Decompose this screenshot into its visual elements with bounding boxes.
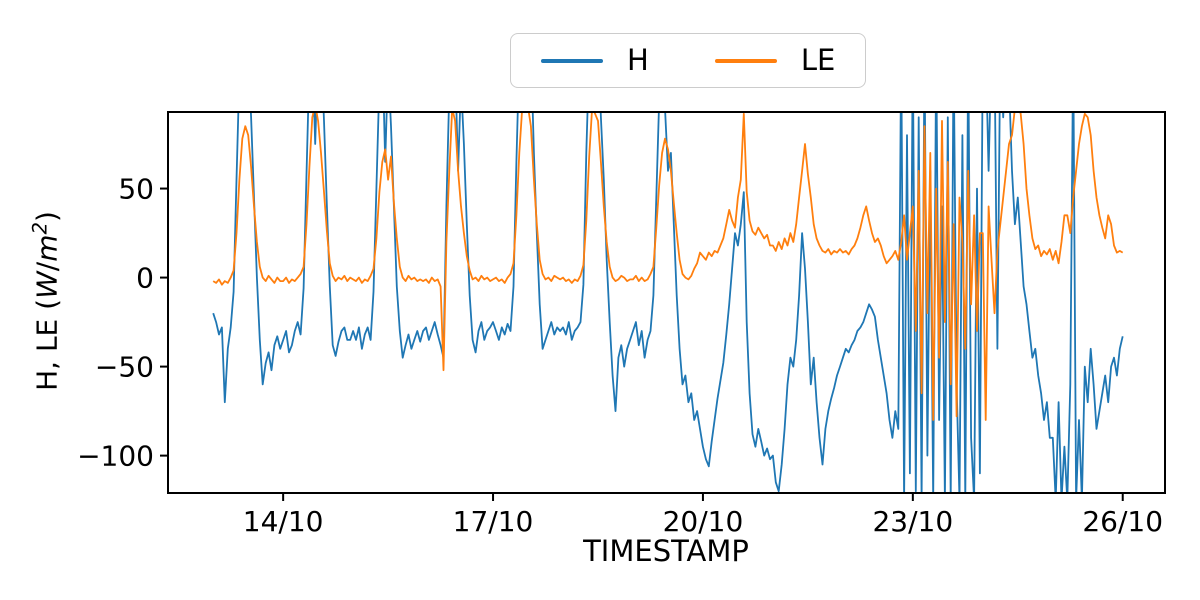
legend-line-sample-le [714, 58, 777, 63]
legend-line-sample-h [541, 58, 603, 63]
legend: H LE [510, 33, 867, 88]
legend-label-h: H [627, 43, 649, 77]
legend-item-h: H [541, 46, 649, 75]
plot-area [168, 112, 1165, 493]
axes-frame [167, 111, 1166, 494]
legend-item-le: LE [714, 43, 836, 77]
axis-ticks [160, 187, 1124, 501]
series-lines [212, 112, 1124, 493]
series-line-h [212, 112, 1124, 493]
series-line-le [212, 112, 1124, 421]
legend-label-le: LE [800, 43, 836, 77]
